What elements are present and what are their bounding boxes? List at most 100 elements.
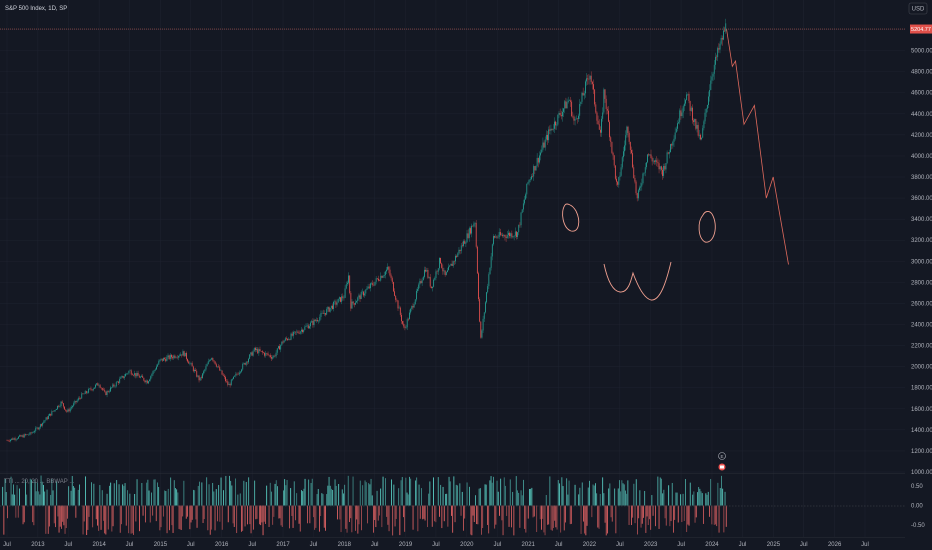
indicator-bar	[63, 505, 65, 526]
indicator-bar	[421, 488, 422, 506]
price-tick-label: 3400.00	[911, 217, 932, 223]
indicator-bar	[485, 484, 487, 506]
indicator-bar	[680, 494, 682, 506]
candle	[471, 223, 472, 238]
candle	[397, 299, 399, 311]
price-axis[interactable]: 1000.00 1200.00 1400.00 1600.00 1800.00 2000.…	[911, 28, 932, 476]
candle	[251, 351, 253, 356]
last-price-badge: 5204.77	[910, 24, 932, 34]
indicator-bar	[171, 505, 173, 526]
candle	[306, 322, 308, 328]
indicator-bar	[4, 478, 6, 506]
candle	[278, 345, 279, 349]
indicator-bar	[56, 481, 58, 506]
candle	[510, 232, 512, 239]
indicator-bar	[689, 482, 691, 506]
candle	[541, 145, 543, 154]
candle	[678, 118, 679, 124]
indicator-bar	[52, 490, 54, 506]
indicator-bar	[177, 492, 179, 506]
indicator-bar	[40, 475, 42, 506]
event-icon-earnings[interactable]	[718, 452, 726, 460]
indicator-bar	[605, 505, 607, 536]
indicator-bar	[275, 480, 277, 506]
indicator-bar	[621, 480, 623, 506]
candle	[519, 222, 521, 228]
candle	[425, 266, 426, 273]
candle	[56, 408, 57, 410]
indicator-bar	[303, 488, 305, 506]
candle	[77, 396, 79, 402]
candle	[368, 283, 370, 290]
candle	[28, 433, 30, 436]
indicator-bar	[344, 484, 346, 506]
indicator-bar	[310, 482, 312, 506]
candle	[59, 404, 61, 408]
candle	[276, 348, 278, 355]
indicator-bar	[239, 493, 241, 506]
candle	[658, 159, 660, 174]
candle	[514, 227, 516, 238]
candle	[118, 380, 119, 385]
candle	[301, 327, 302, 335]
indicator-bar	[373, 505, 374, 533]
candle	[629, 141, 631, 155]
candle	[363, 290, 364, 298]
candle	[350, 290, 352, 312]
candle	[388, 266, 390, 274]
candle	[651, 156, 653, 166]
candle	[494, 235, 495, 239]
candle	[26, 434, 27, 436]
candle	[146, 379, 148, 384]
time-tick-label: 2017	[276, 542, 290, 548]
candle	[430, 286, 432, 289]
indicator-bar	[531, 487, 533, 506]
indicator-bar	[245, 481, 247, 506]
candle	[64, 406, 65, 410]
price-tick-label: 4600.00	[911, 91, 932, 97]
candle	[655, 158, 656, 165]
indicator-bar	[176, 489, 178, 506]
candle	[685, 98, 686, 106]
indicator-bar	[206, 477, 208, 506]
indicator-bar	[585, 505, 587, 536]
candle	[205, 364, 207, 372]
candle	[378, 275, 379, 282]
indicator-bar	[412, 505, 414, 530]
indicator-bar	[428, 493, 430, 506]
indicator-bar	[359, 480, 361, 506]
candle	[522, 199, 524, 213]
candle	[73, 401, 75, 408]
candle	[544, 136, 546, 151]
time-tick-label: 2018	[338, 542, 352, 548]
time-axis[interactable]: Jul 2013 Jul 2014 Jul 2015 Jul 2016 Jul 2017 Jul 20…	[3, 542, 869, 548]
indicator-bar	[560, 505, 562, 533]
candle	[574, 116, 576, 126]
indicator-bar	[136, 479, 138, 506]
indicator-bar	[110, 482, 112, 506]
candle	[631, 146, 632, 155]
candle	[504, 234, 506, 241]
indicator-bar	[92, 505, 94, 528]
candle	[447, 267, 448, 273]
left-eye-doodle	[562, 203, 580, 232]
indicator-bar	[715, 505, 716, 525]
candle	[238, 370, 240, 376]
indicator-bar	[111, 505, 113, 532]
indicator-bar	[79, 484, 80, 506]
candle	[463, 239, 464, 248]
event-icons[interactable]: E	[718, 452, 726, 471]
candle	[376, 277, 378, 280]
time-tick-label: Jul	[248, 542, 256, 548]
candle	[532, 173, 533, 178]
indicator-bar	[118, 484, 120, 506]
candle	[694, 118, 696, 127]
indicator-bar	[496, 480, 498, 506]
indicator-bar	[519, 505, 521, 528]
candle	[87, 391, 88, 394]
indicator-bar	[695, 505, 697, 518]
time-tick-label: Jul	[187, 542, 195, 548]
candle	[177, 355, 179, 361]
candle	[389, 266, 391, 277]
